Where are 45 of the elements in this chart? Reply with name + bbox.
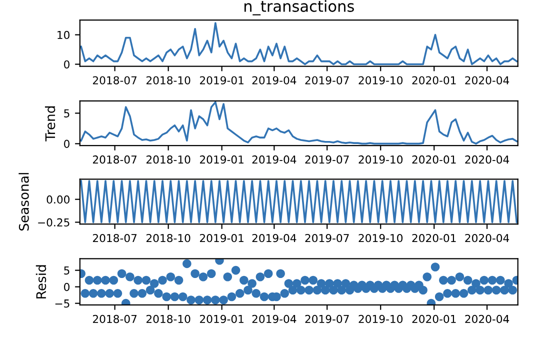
chart-title: n_transactions — [244, 0, 354, 16]
y-tick-label: 0 — [64, 60, 70, 69]
x-tick-label: 2020-04 — [465, 314, 510, 324]
y-tick-label: −0.25 — [38, 218, 70, 226]
x-tick-label: 2020-01 — [412, 155, 456, 164]
x-tick-label: 2019-01 — [200, 314, 244, 324]
x-tick-label: 2020-01 — [412, 234, 456, 242]
y-tick-label: 10 — [58, 30, 70, 40]
x-tick-label: 2019-04 — [252, 314, 296, 324]
x-tick-label: 2019-04 — [252, 155, 296, 164]
x-tick-label: 2019-04 — [252, 76, 296, 84]
y-axis-title: Seasonal — [18, 173, 29, 231]
x-tick-label: 2018-10 — [146, 76, 190, 84]
x-tick-label: 2019-04 — [252, 234, 296, 242]
x-tick-label: 2020-01 — [412, 314, 456, 324]
x-tick-label: 2020-04 — [465, 155, 510, 164]
x-tick-label: 2019-10 — [358, 234, 403, 242]
x-tick-label: 2018-10 — [146, 155, 190, 164]
y-axis-title: Trend — [44, 106, 56, 142]
x-tick-label: 2019-01 — [200, 76, 244, 84]
x-tick-label: 2018-10 — [146, 234, 190, 242]
x-tick-label: 2019-07 — [305, 76, 349, 84]
x-tick-label: 2018-10 — [146, 314, 190, 324]
x-tick-label: 2018-07 — [92, 314, 137, 324]
y-tick-label: 5 — [64, 266, 70, 275]
x-tick-label: 2019-01 — [200, 234, 244, 242]
y-tick-label: 0 — [64, 140, 70, 148]
x-tick-label: 2018-07 — [92, 155, 137, 164]
x-tick-label: 2019-07 — [305, 314, 349, 324]
x-tick-label: 2019-10 — [358, 155, 403, 164]
y-tick-label: 5 — [64, 109, 70, 118]
x-tick-label: 2018-07 — [92, 234, 137, 242]
y-tick-label: 0 — [64, 282, 70, 292]
x-tick-label: 2018-07 — [92, 76, 137, 84]
x-tick-label: 2020-01 — [412, 76, 456, 84]
x-tick-label: 2020-04 — [465, 76, 510, 84]
y-axis-title: Resid — [36, 265, 46, 298]
y-tick-label: −5 — [55, 300, 70, 308]
y-tick-label: 0.00 — [46, 195, 70, 204]
x-tick-label: 2019-01 — [200, 155, 244, 164]
x-tick-label: 2019-10 — [358, 314, 403, 324]
x-tick-label: 2020-04 — [465, 234, 510, 242]
x-tick-label: 2019-07 — [305, 234, 349, 242]
x-tick-label: 2019-10 — [358, 76, 403, 84]
x-tick-label: 2019-07 — [305, 155, 349, 164]
